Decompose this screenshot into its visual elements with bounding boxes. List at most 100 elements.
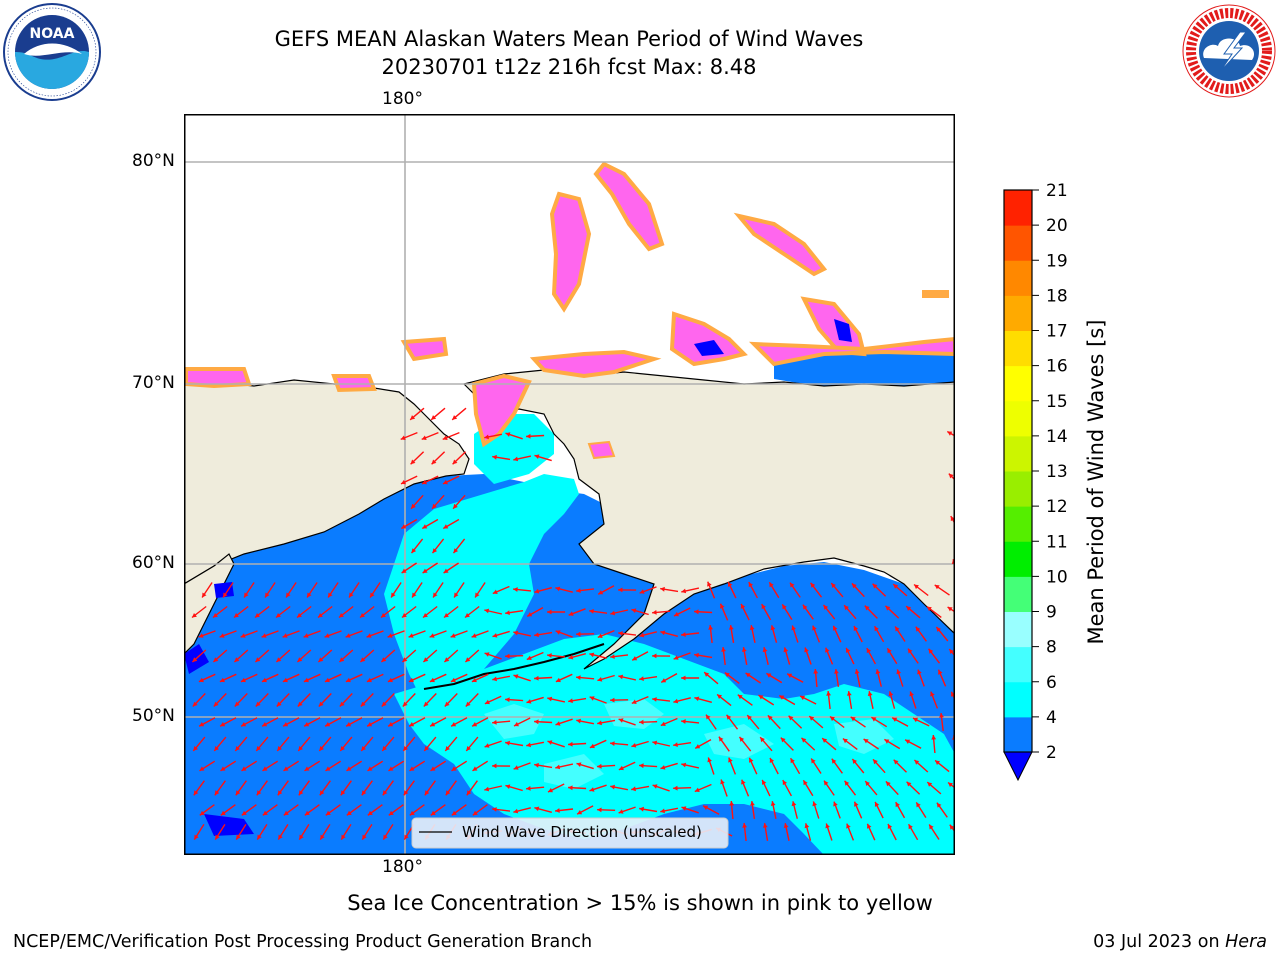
wind-wave-arrowhead — [472, 810, 478, 816]
wind-wave-arrowhead — [555, 721, 561, 726]
wind-wave-arrowhead — [576, 675, 581, 680]
lon-label-top: 180° — [382, 89, 423, 109]
wind-wave-arrowhead — [660, 765, 666, 770]
wind-wave-arrowhead — [465, 701, 471, 707]
wind-wave-arrowhead — [213, 613, 218, 618]
wind-wave-arrowhead — [466, 790, 472, 796]
wind-wave-arrowhead — [421, 435, 427, 440]
wind-wave-arrowhead — [261, 633, 267, 638]
wind-wave-arrowhead — [846, 823, 851, 829]
sea-ice — [184, 161, 955, 460]
colorbar-band — [1004, 506, 1032, 542]
wind-wave-arrowhead — [568, 698, 573, 704]
wind-wave-arrowhead — [618, 765, 624, 771]
wind-wave-arrowhead — [893, 759, 899, 765]
wind-wave-arrowhead — [433, 592, 438, 598]
wind-wave-arrowhead — [704, 672, 710, 677]
wind-wave-arrowhead — [802, 604, 808, 610]
wind-wave-arrowhead — [262, 722, 268, 727]
wind-wave-arrowhead — [639, 763, 644, 769]
wind-wave-arrowhead — [244, 592, 249, 598]
wind-wave-arrowhead — [452, 415, 458, 420]
wind-wave-arrowhead — [430, 810, 436, 816]
wind-wave-arrowhead — [863, 739, 869, 744]
wind-wave-arrowhead — [526, 655, 532, 660]
wind-wave-arrowhead — [341, 834, 346, 840]
wind-wave-arrowhead — [728, 581, 733, 587]
wind-wave-arrowhead — [472, 766, 478, 771]
lat-label-50: 50°N — [132, 706, 175, 726]
wind-wave-arrowhead — [762, 779, 767, 785]
colorbar-bands — [1004, 190, 1032, 753]
noaa-logo: NOAA — [3, 3, 101, 101]
wind-wave-arrowhead — [214, 746, 219, 751]
wind-wave-arrowhead — [950, 516, 955, 522]
wind-wave-arrowhead — [761, 604, 766, 610]
colorbar-band — [1004, 471, 1032, 507]
wind-wave-arrowhead — [555, 808, 560, 813]
wind-wave-arrowhead — [505, 784, 511, 789]
wind-wave-arrowhead — [234, 701, 240, 707]
wind-wave-arrowhead — [742, 823, 747, 828]
wind-wave-arrowhead — [451, 722, 457, 727]
legend-label: Wind Wave Direction (unscaled) — [462, 823, 702, 841]
wind-wave-arrowhead — [492, 763, 497, 769]
wind-wave-arrowhead — [431, 415, 437, 420]
colorbar-tick-label: 19 — [1046, 251, 1068, 271]
wind-wave-arrowhead — [706, 714, 711, 720]
wind-wave-arrowhead — [303, 633, 309, 638]
wind-wave-arrowhead — [534, 454, 540, 459]
wind-wave-arrowhead — [906, 781, 912, 787]
wind-wave-arrowhead — [277, 746, 282, 751]
chart-subtitle: 20230701 t12z 216h fcst Max: 8.48 — [381, 55, 757, 79]
wind-wave-arrowhead — [265, 592, 270, 598]
wind-wave-arrowhead — [767, 715, 773, 721]
wind-wave-arrowhead — [948, 782, 953, 788]
wind-wave-arrowhead — [885, 781, 891, 787]
wind-wave-arrowhead — [299, 834, 304, 840]
nws-logo — [1182, 4, 1276, 98]
wind-wave-arrowhead — [913, 717, 918, 723]
wind-wave-arrowhead — [661, 678, 667, 683]
wind-wave-arrowhead — [276, 613, 281, 618]
wind-wave-arrowhead — [484, 743, 490, 748]
wind-wave-arrowhead — [367, 810, 373, 816]
wind-wave-arrowhead — [631, 743, 637, 748]
wind-wave-arrowhead — [589, 787, 595, 792]
wind-wave-arrowhead — [492, 676, 497, 682]
wind-wave-arrowhead — [513, 765, 519, 770]
wind-wave-arrowhead — [652, 653, 657, 659]
wind-wave-arrowhead — [328, 592, 333, 598]
wind-wave-arrowhead — [947, 431, 953, 436]
wind-wave-arrowhead — [847, 691, 852, 696]
wind-wave-arrowhead — [219, 677, 225, 683]
wind-wave-arrowhead — [831, 758, 837, 764]
colorbar-tick-label: 2 — [1046, 743, 1057, 763]
wind-wave-arrowhead — [527, 612, 533, 617]
wind-wave-arrowhead — [412, 592, 417, 598]
wind-wave-arrowhead — [443, 524, 449, 529]
wind-wave-arrowhead — [803, 780, 808, 786]
wind-wave-arrowhead — [453, 503, 458, 509]
wind-wave-arrowhead — [198, 633, 204, 638]
wind-wave-arrowhead — [402, 701, 408, 707]
lon-label-bottom: 180° — [382, 857, 423, 877]
wind-wave-arrowhead — [812, 801, 817, 807]
wind-wave-arrowhead — [632, 656, 638, 661]
wind-wave-arrowhead — [235, 746, 240, 751]
wind-wave-arrowhead — [526, 699, 532, 704]
wind-wave-arrowhead — [255, 613, 260, 618]
wind-wave-arrowhead — [349, 592, 354, 598]
wind-wave-arrowhead — [660, 630, 666, 636]
wind-wave-arrowhead — [220, 766, 226, 771]
wind-wave-arrowhead — [895, 626, 900, 632]
wind-wave-arrowhead — [660, 586, 665, 592]
wind-wave-arrowhead — [660, 808, 665, 814]
wind-wave-arrowhead — [930, 691, 935, 697]
wind-wave-arrowhead — [681, 632, 686, 637]
wind-wave-arrowhead — [631, 786, 636, 792]
wind-wave-arrowhead — [873, 759, 878, 765]
wind-wave-arrowhead — [450, 677, 456, 683]
footer-on: on — [1197, 932, 1220, 952]
wind-wave-arrowhead — [409, 766, 415, 771]
